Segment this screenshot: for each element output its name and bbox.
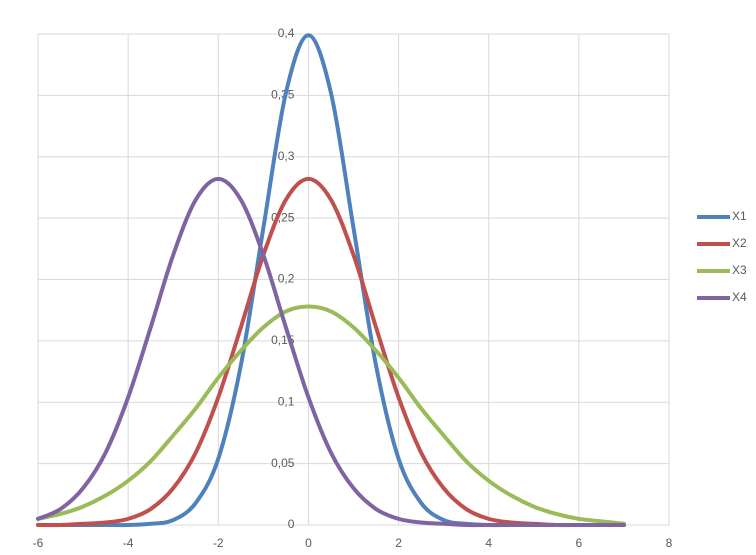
x-tick-label: 6: [576, 536, 583, 550]
series-line: [36, 176, 626, 528]
legend-label: X1: [732, 209, 747, 223]
series-line: [36, 304, 626, 526]
y-tick-label: 0,35: [271, 88, 295, 102]
legend-label: X3: [732, 263, 747, 277]
y-tick-label: 0,4: [278, 26, 295, 40]
x-tick-label: 8: [666, 536, 673, 550]
legend-label: X4: [732, 290, 747, 304]
x-tick-label: 4: [485, 536, 492, 550]
series-line: [36, 176, 626, 528]
y-tick-label: 0,05: [271, 456, 295, 470]
x-tick-label: -2: [213, 536, 224, 550]
x-tick-label: -4: [123, 536, 134, 550]
x-tick-label: 0: [305, 536, 312, 550]
x-tick-label: -6: [33, 536, 44, 550]
y-tick-label: 0,1: [278, 394, 295, 408]
y-tick-label: 0,3: [278, 149, 295, 163]
y-tick-label: 0: [288, 517, 295, 531]
x-tick-label: 2: [395, 536, 402, 550]
y-tick-label: 0,2: [278, 272, 295, 286]
legend-label: X2: [732, 236, 747, 250]
